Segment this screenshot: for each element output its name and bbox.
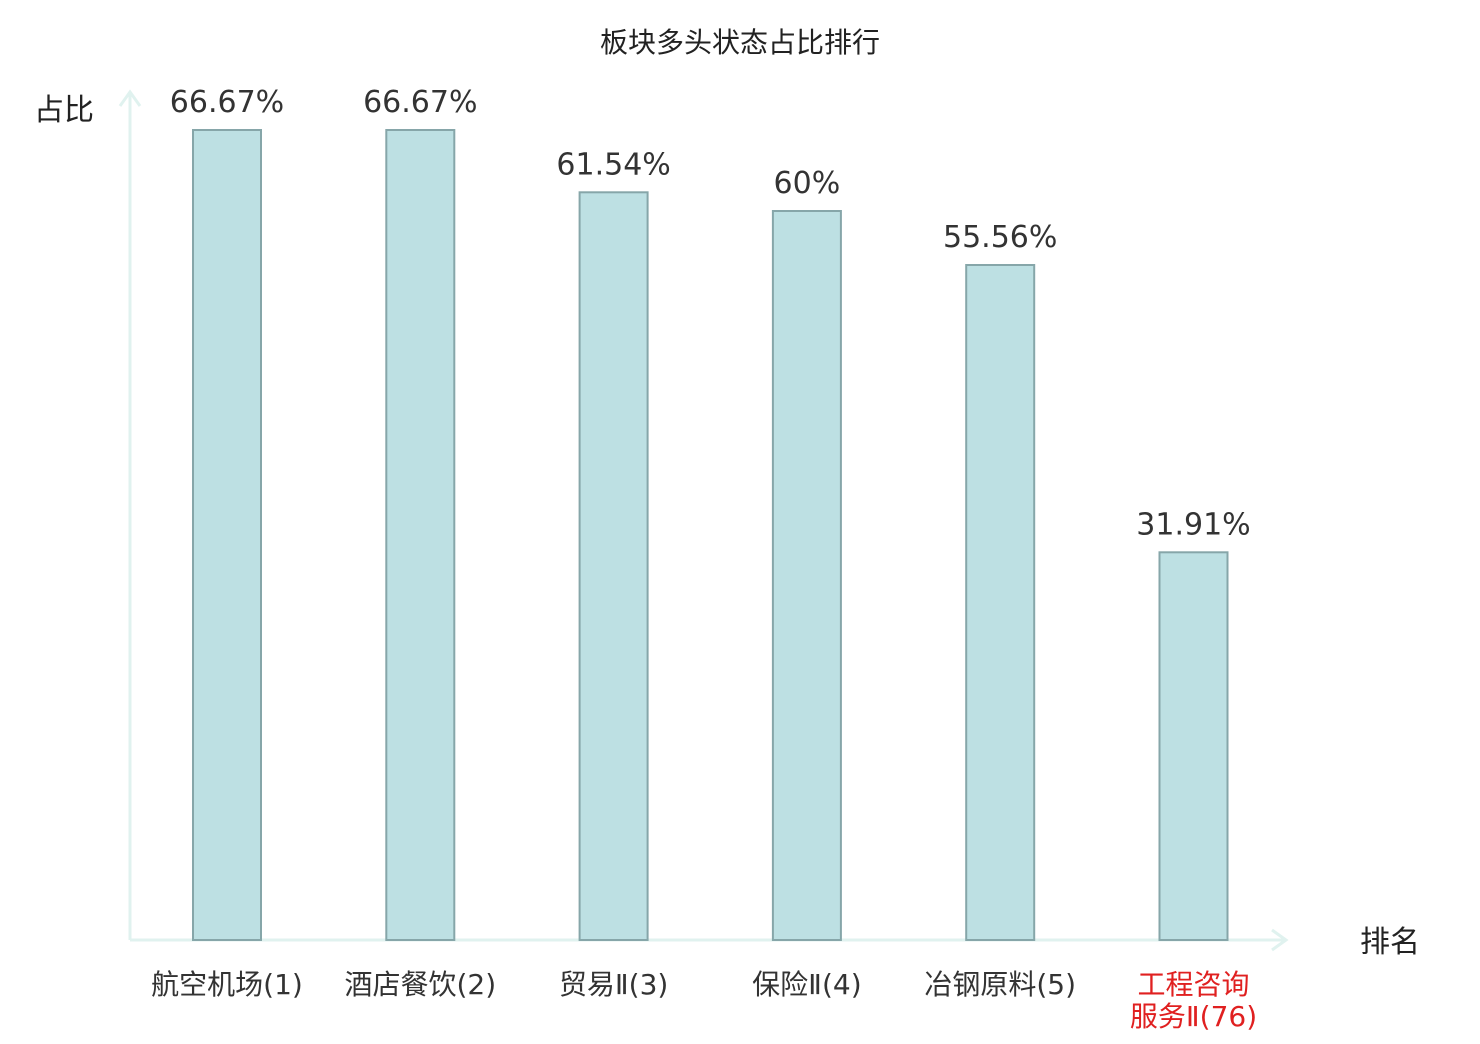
bar-value-label: 31.91%	[1136, 507, 1250, 542]
x-tick-label-line: 酒店餐饮(2)	[344, 968, 496, 1001]
bar	[385, 129, 456, 941]
x-axis-label: 排名	[1360, 925, 1420, 960]
bar-value-label: 55.56%	[943, 220, 1057, 255]
x-tick-label-line: 工程咨询	[1137, 968, 1249, 1001]
bar	[192, 129, 262, 941]
chart-title: 板块多头状态占比排行	[600, 26, 880, 59]
bar-value-label: 66.67%	[363, 85, 477, 120]
x-tick-label: 航空机场(1)	[151, 968, 303, 1001]
bar-value-label: 61.54%	[556, 147, 670, 182]
bar-series: 66.67% 航空机场(1) 66.67% 酒店餐饮(2) 61.54% 贸易Ⅱ(3) 60…	[151, 85, 1257, 1033]
x-tick-label: 工程咨询服务Ⅱ(76)	[1130, 968, 1257, 1033]
x-tick-label-line: 航空机场(1)	[151, 968, 303, 1001]
bar-value-label: 60%	[774, 166, 841, 201]
x-tick-label-line: 保险Ⅱ(4)	[752, 968, 861, 1001]
bar	[771, 210, 842, 941]
x-tick-label: 冶钢原料(5)	[924, 968, 1076, 1001]
x-axis-arrow	[1271, 928, 1289, 952]
bar	[1158, 551, 1229, 941]
x-tick-label-line: 冶钢原料(5)	[924, 968, 1076, 1001]
x-tick-label: 酒店餐饮(2)	[344, 968, 496, 1001]
x-tick-label: 贸易Ⅱ(3)	[559, 968, 668, 1001]
bar	[578, 191, 649, 942]
bar	[965, 264, 1036, 941]
x-tick-label-line: 服务Ⅱ(76)	[1130, 1000, 1257, 1033]
y-axis-label: 占比	[34, 93, 94, 128]
y-axis-arrow	[118, 89, 142, 107]
x-tick-label-line: 贸易Ⅱ(3)	[559, 968, 668, 1001]
x-tick-label: 保险Ⅱ(4)	[752, 968, 861, 1001]
bar-value-label: 66.67%	[170, 85, 284, 120]
